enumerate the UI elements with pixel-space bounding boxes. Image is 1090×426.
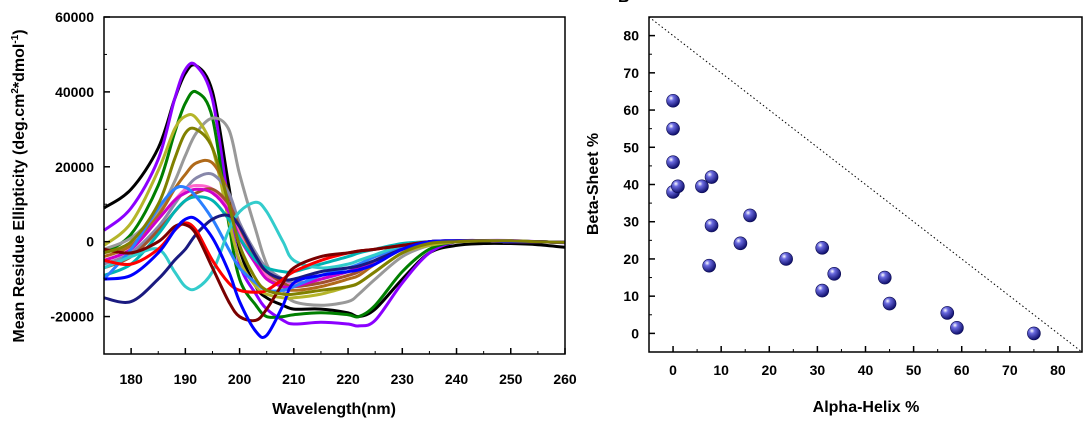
scatter-y-tick-label: 80 [623,28,639,44]
cd-x-tick-label: 260 [553,371,577,387]
scatter-point-3 [666,155,680,169]
scatter-point-13 [815,240,830,255]
cd-x-tick-label: 220 [336,371,360,387]
scatter-x-tick-label: 40 [858,362,874,378]
scatter-y-tick-label: 70 [623,65,639,81]
scatter-tick-group: 0 10 20 30 40 50 60 70 80 0 10 20 30 40 50 60 70 80 [623,16,1083,378]
scatter-point-17 [882,296,897,311]
cd-y-tick-label: 0 [86,234,94,250]
cd-series-line-18 [103,126,566,297]
cd-x-tick-label: 230 [391,371,415,387]
cd-x-axis-label: Wavelength(nm) [272,401,396,418]
cd-x-tick-label: 210 [282,371,306,387]
structure-scatter-chart: B 0 10 20 30 40 50 60 70 80 0 10 20 30 40 50 60 70 80 Alp… [585,0,1083,416]
cd-series-line-17 [103,215,566,339]
scatter-point-6 [695,179,709,194]
scatter-point-9 [702,258,716,273]
scatter-x-tick-label: 60 [954,362,970,378]
cd-x-tick-label: 240 [445,371,469,387]
scatter-x-tick-label: 50 [906,362,922,378]
cd-y-tick-label: 60000 [55,9,94,25]
cd-series-line-1 [103,63,566,319]
cd-x-tick-label: 200 [228,371,252,387]
cd-y-tick-label: -20000 [50,309,94,325]
scatter-point-18 [940,306,955,320]
scatter-y-tick-label: 40 [623,177,639,193]
scatter-y-tick-label: 50 [623,139,639,155]
cd-x-tick-label: 180 [119,371,143,387]
scatter-point-19 [950,321,964,335]
cd-series-group [102,61,566,339]
cd-tick-group: 180 190 200 210 220 230 240 250 260 -20000 0 20000 4… [50,9,576,387]
scatter-point-14 [827,267,842,281]
scatter-x-tick-label: 80 [1050,362,1066,378]
scatter-point-7 [704,170,719,184]
scatter-point-15 [815,283,830,298]
cd-series-line-2 [103,61,566,328]
scatter-point-12 [779,252,793,266]
scatter-point-16 [877,270,892,285]
cd-y-tick-label: 20000 [55,159,94,175]
cd-x-tick-label: 250 [499,371,523,387]
scatter-point-11 [743,208,757,223]
scatter-y-tick-label: 20 [623,251,639,267]
scatter-y-tick-label: 10 [623,288,639,304]
scatter-point-20 [1027,326,1041,341]
cd-y-axis-label: Mean Residue Ellipticity (deg.cm2*dmol-1… [10,29,28,342]
scatter-y-tick-label: 30 [623,214,639,230]
panel-label-b: B [618,0,630,6]
scatter-point-group [666,93,1041,341]
cd-y-tick-label: 40000 [55,84,94,100]
scatter-point-8 [704,218,719,233]
scatter-point-2 [666,121,680,136]
scatter-x-axis-label: Alpha-Helix % [813,399,920,416]
scatter-y-tick-label: 60 [623,102,639,118]
scatter-y-tick-label: 0 [631,325,639,341]
scatter-y-axis-label: Beta-Sheet % [585,133,602,235]
scatter-x-tick-label: 70 [1002,362,1018,378]
scatter-point-5 [671,179,685,194]
cd-spectra-chart: 180 190 200 210 220 230 240 250 260 -20000 0 20000 4… [10,9,577,418]
scatter-x-tick-label: 30 [810,362,826,378]
scatter-x-tick-label: 20 [761,362,777,378]
scatter-point-1 [666,93,680,108]
scatter-x-tick-label: 0 [669,362,677,378]
scatter-x-tick-label: 10 [713,362,729,378]
scatter-point-10 [733,236,748,251]
diagonal-reference-line [648,16,1083,353]
cd-x-tick-label: 190 [174,371,198,387]
cd-plot-frame [103,16,566,355]
